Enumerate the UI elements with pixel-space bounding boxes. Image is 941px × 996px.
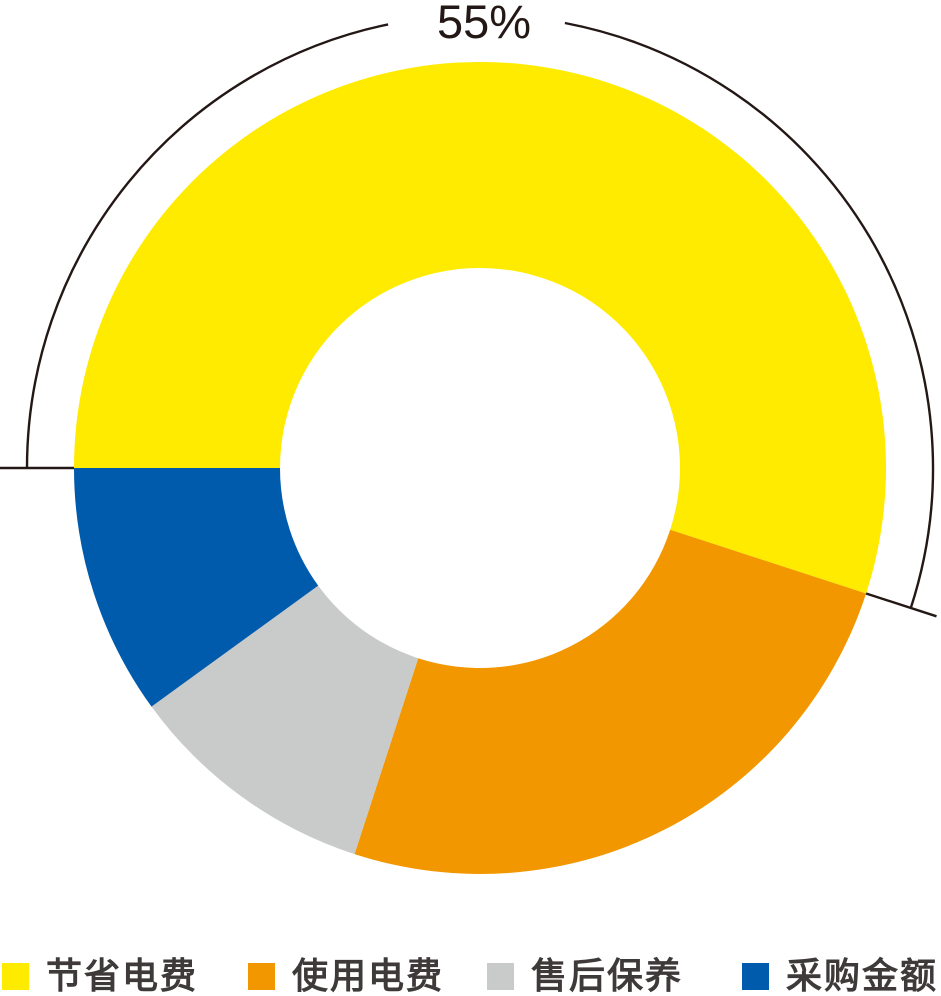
annotation-layer bbox=[0, 21, 937, 618]
legend-item-purchase-amount: 采购金额 bbox=[742, 958, 938, 994]
donut-segment-1 bbox=[354, 529, 867, 874]
donut-segment-3 bbox=[74, 468, 319, 707]
legend-item-usage-electricity: 使用电费 bbox=[248, 958, 444, 994]
donut-segment-0 bbox=[74, 61, 886, 594]
donut-segment-2 bbox=[151, 585, 419, 855]
chart-legend: 节省电费 使用电费 售后保养 采购金额 bbox=[0, 958, 941, 994]
legend-swatch-usage-electricity bbox=[248, 962, 275, 990]
legend-label-save-electricity: 节省电费 bbox=[46, 955, 199, 996]
legend-label-usage-electricity: 使用电费 bbox=[292, 955, 445, 996]
callout-percentage-label: 55% bbox=[437, 0, 531, 48]
legend-swatch-purchase-amount bbox=[742, 962, 769, 990]
legend-swatch-aftersales-maintenance bbox=[487, 962, 514, 990]
callout-tick-end bbox=[865, 592, 937, 618]
legend-label-aftersales-maintenance: 售后保养 bbox=[531, 955, 684, 996]
legend-label-purchase-amount: 采购金额 bbox=[786, 955, 939, 996]
legend-item-aftersales-maintenance: 售后保养 bbox=[487, 958, 683, 994]
segments-layer bbox=[74, 61, 886, 874]
donut-chart: 55% bbox=[0, 0, 937, 874]
callout-arc-right bbox=[564, 21, 935, 609]
legend-swatch-save-electricity bbox=[2, 962, 29, 990]
callout-arc-left bbox=[25, 23, 389, 469]
legend-item-save-electricity: 节省电费 bbox=[2, 958, 198, 994]
